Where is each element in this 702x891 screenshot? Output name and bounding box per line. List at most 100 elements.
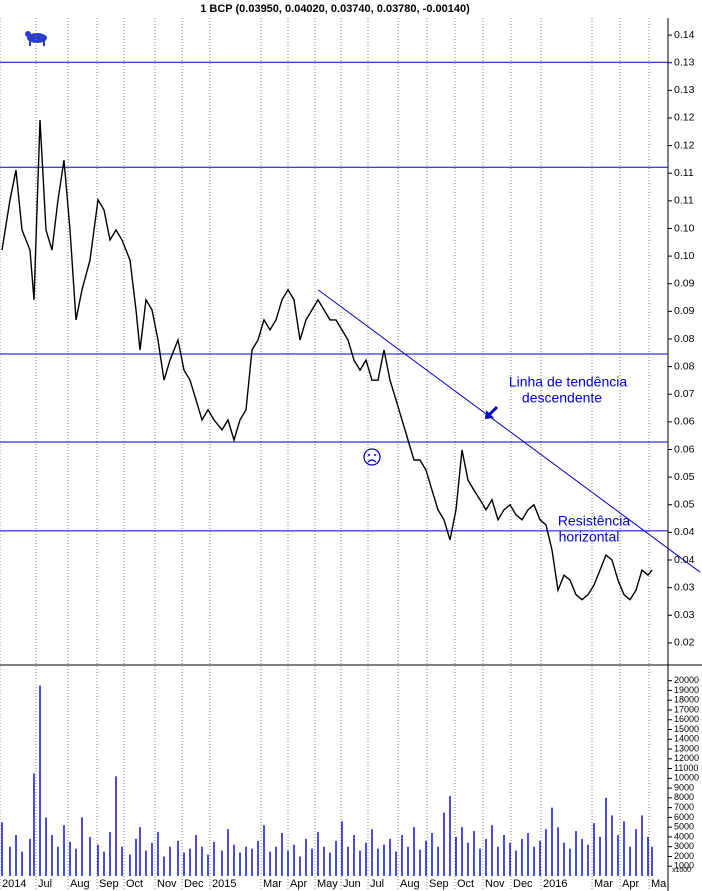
y-tick-label: 15000 [674, 724, 699, 734]
volume-bar [413, 827, 415, 876]
volume-bar [299, 856, 301, 876]
arrow-icon [485, 405, 499, 419]
volume-bar [377, 848, 379, 876]
volume-bar [115, 776, 117, 876]
x-tick-label: Apr [622, 878, 639, 890]
volume-bar [201, 846, 203, 876]
volume-bar [33, 773, 35, 876]
y-tick-label: 12000 [674, 753, 699, 763]
volume-bar [623, 821, 625, 876]
annotation: Linha de tendência [509, 374, 628, 390]
volume-bar [401, 834, 403, 876]
volume-bar [195, 834, 197, 876]
x-tick-label: Jul [370, 878, 384, 890]
volume-bar [57, 846, 59, 876]
volume-bar [89, 836, 91, 876]
volume-bar [335, 840, 337, 876]
volume-bar [189, 848, 191, 876]
volume-bar [39, 685, 41, 876]
volume-bar [69, 841, 71, 876]
y-tick-label: 0.09 [674, 305, 695, 317]
volume-bar [365, 842, 367, 876]
volume-bar [177, 840, 179, 876]
volume-bar [647, 836, 649, 876]
volume-bar [341, 821, 343, 876]
y-tick-label: 0.04 [674, 526, 695, 538]
volume-bar [629, 846, 631, 876]
y-tick-label: 11000 [674, 763, 698, 773]
volume-bar [29, 838, 31, 876]
y-tick-label: 0.10 [674, 222, 695, 234]
volume-bar [221, 850, 223, 876]
y-tick-label: 0.11 [674, 167, 694, 179]
trend-line [317, 289, 701, 573]
volume-bar [139, 827, 141, 876]
volume-bar [281, 833, 283, 876]
volume-bar [473, 831, 475, 876]
price-line [1, 119, 653, 601]
volume-bar [497, 846, 499, 876]
y-tick-label: 0.07 [674, 388, 695, 400]
x-tick-label: Oct [126, 878, 143, 890]
volume-bar [227, 829, 229, 876]
volume-bar [443, 812, 445, 876]
volume-bar [395, 851, 397, 876]
volume-bar [503, 834, 505, 876]
volume-bar [263, 825, 265, 876]
volume-bar [245, 846, 247, 876]
volume-bar [545, 829, 547, 876]
volume-bar [353, 834, 355, 876]
volume-bar [293, 844, 295, 876]
volume-bar [347, 846, 349, 876]
x-tick-label: Aug [70, 878, 90, 890]
y-tick-label: 0.11 [674, 195, 694, 207]
y-tick-label: 0.09 [674, 278, 695, 290]
x-tick-label: Jun [343, 878, 361, 890]
x-tick-label: Dec [513, 878, 533, 890]
volume-bar [533, 846, 535, 876]
volume-bar [239, 852, 241, 876]
volume-bar [605, 797, 607, 876]
volume-bar [437, 846, 439, 876]
volume-bar [81, 817, 83, 876]
annotation: Resistência [558, 513, 631, 529]
volume-bar [129, 854, 131, 876]
volume-bar [135, 838, 137, 876]
y-tick-label: 0.14 [674, 29, 695, 41]
y-tick-label: 13000 [674, 743, 699, 753]
volume-bar [389, 838, 391, 876]
volume-bar [151, 842, 153, 876]
volume-bar [539, 840, 541, 876]
volume-bar [611, 815, 613, 876]
y-tick-label: 19000 [674, 685, 699, 695]
volume-bar [311, 848, 313, 876]
volume-bar [257, 840, 259, 876]
x-tick-label: Nov [157, 878, 177, 890]
x-tick-label: Mar [263, 878, 282, 890]
y-tick-label: 0.08 [674, 333, 695, 345]
volume-bar [287, 850, 289, 876]
x-tick-label: Jul [38, 878, 52, 890]
volume-bar [121, 846, 123, 876]
volume-bar [213, 841, 215, 876]
volume-bar [651, 846, 653, 876]
annotation: descendente [522, 390, 602, 406]
y-tick-label: 17000 [674, 704, 699, 714]
y-tick-label: 18000 [674, 695, 699, 705]
volume-bar [317, 832, 319, 876]
volume-bar [305, 838, 307, 876]
y-tick-label: 0.05 [674, 471, 695, 483]
y-tick-label: 6000 [674, 812, 694, 822]
volume-bar [109, 832, 111, 876]
volume-bar [617, 834, 619, 876]
y-tick-label: 1000 [674, 861, 694, 871]
volume-bar [515, 850, 517, 876]
volume-bar [635, 829, 637, 876]
y-tick-label: 16000 [674, 714, 699, 724]
volume-bar [575, 831, 577, 876]
volume-bar [233, 844, 235, 876]
volume-bar [557, 827, 559, 876]
chart-title: 1 BCP (0.03950, 0.04020, 0.03740, 0.0378… [200, 3, 470, 15]
volume-bar [269, 851, 271, 876]
y-tick-label: 0.10 [674, 250, 695, 262]
